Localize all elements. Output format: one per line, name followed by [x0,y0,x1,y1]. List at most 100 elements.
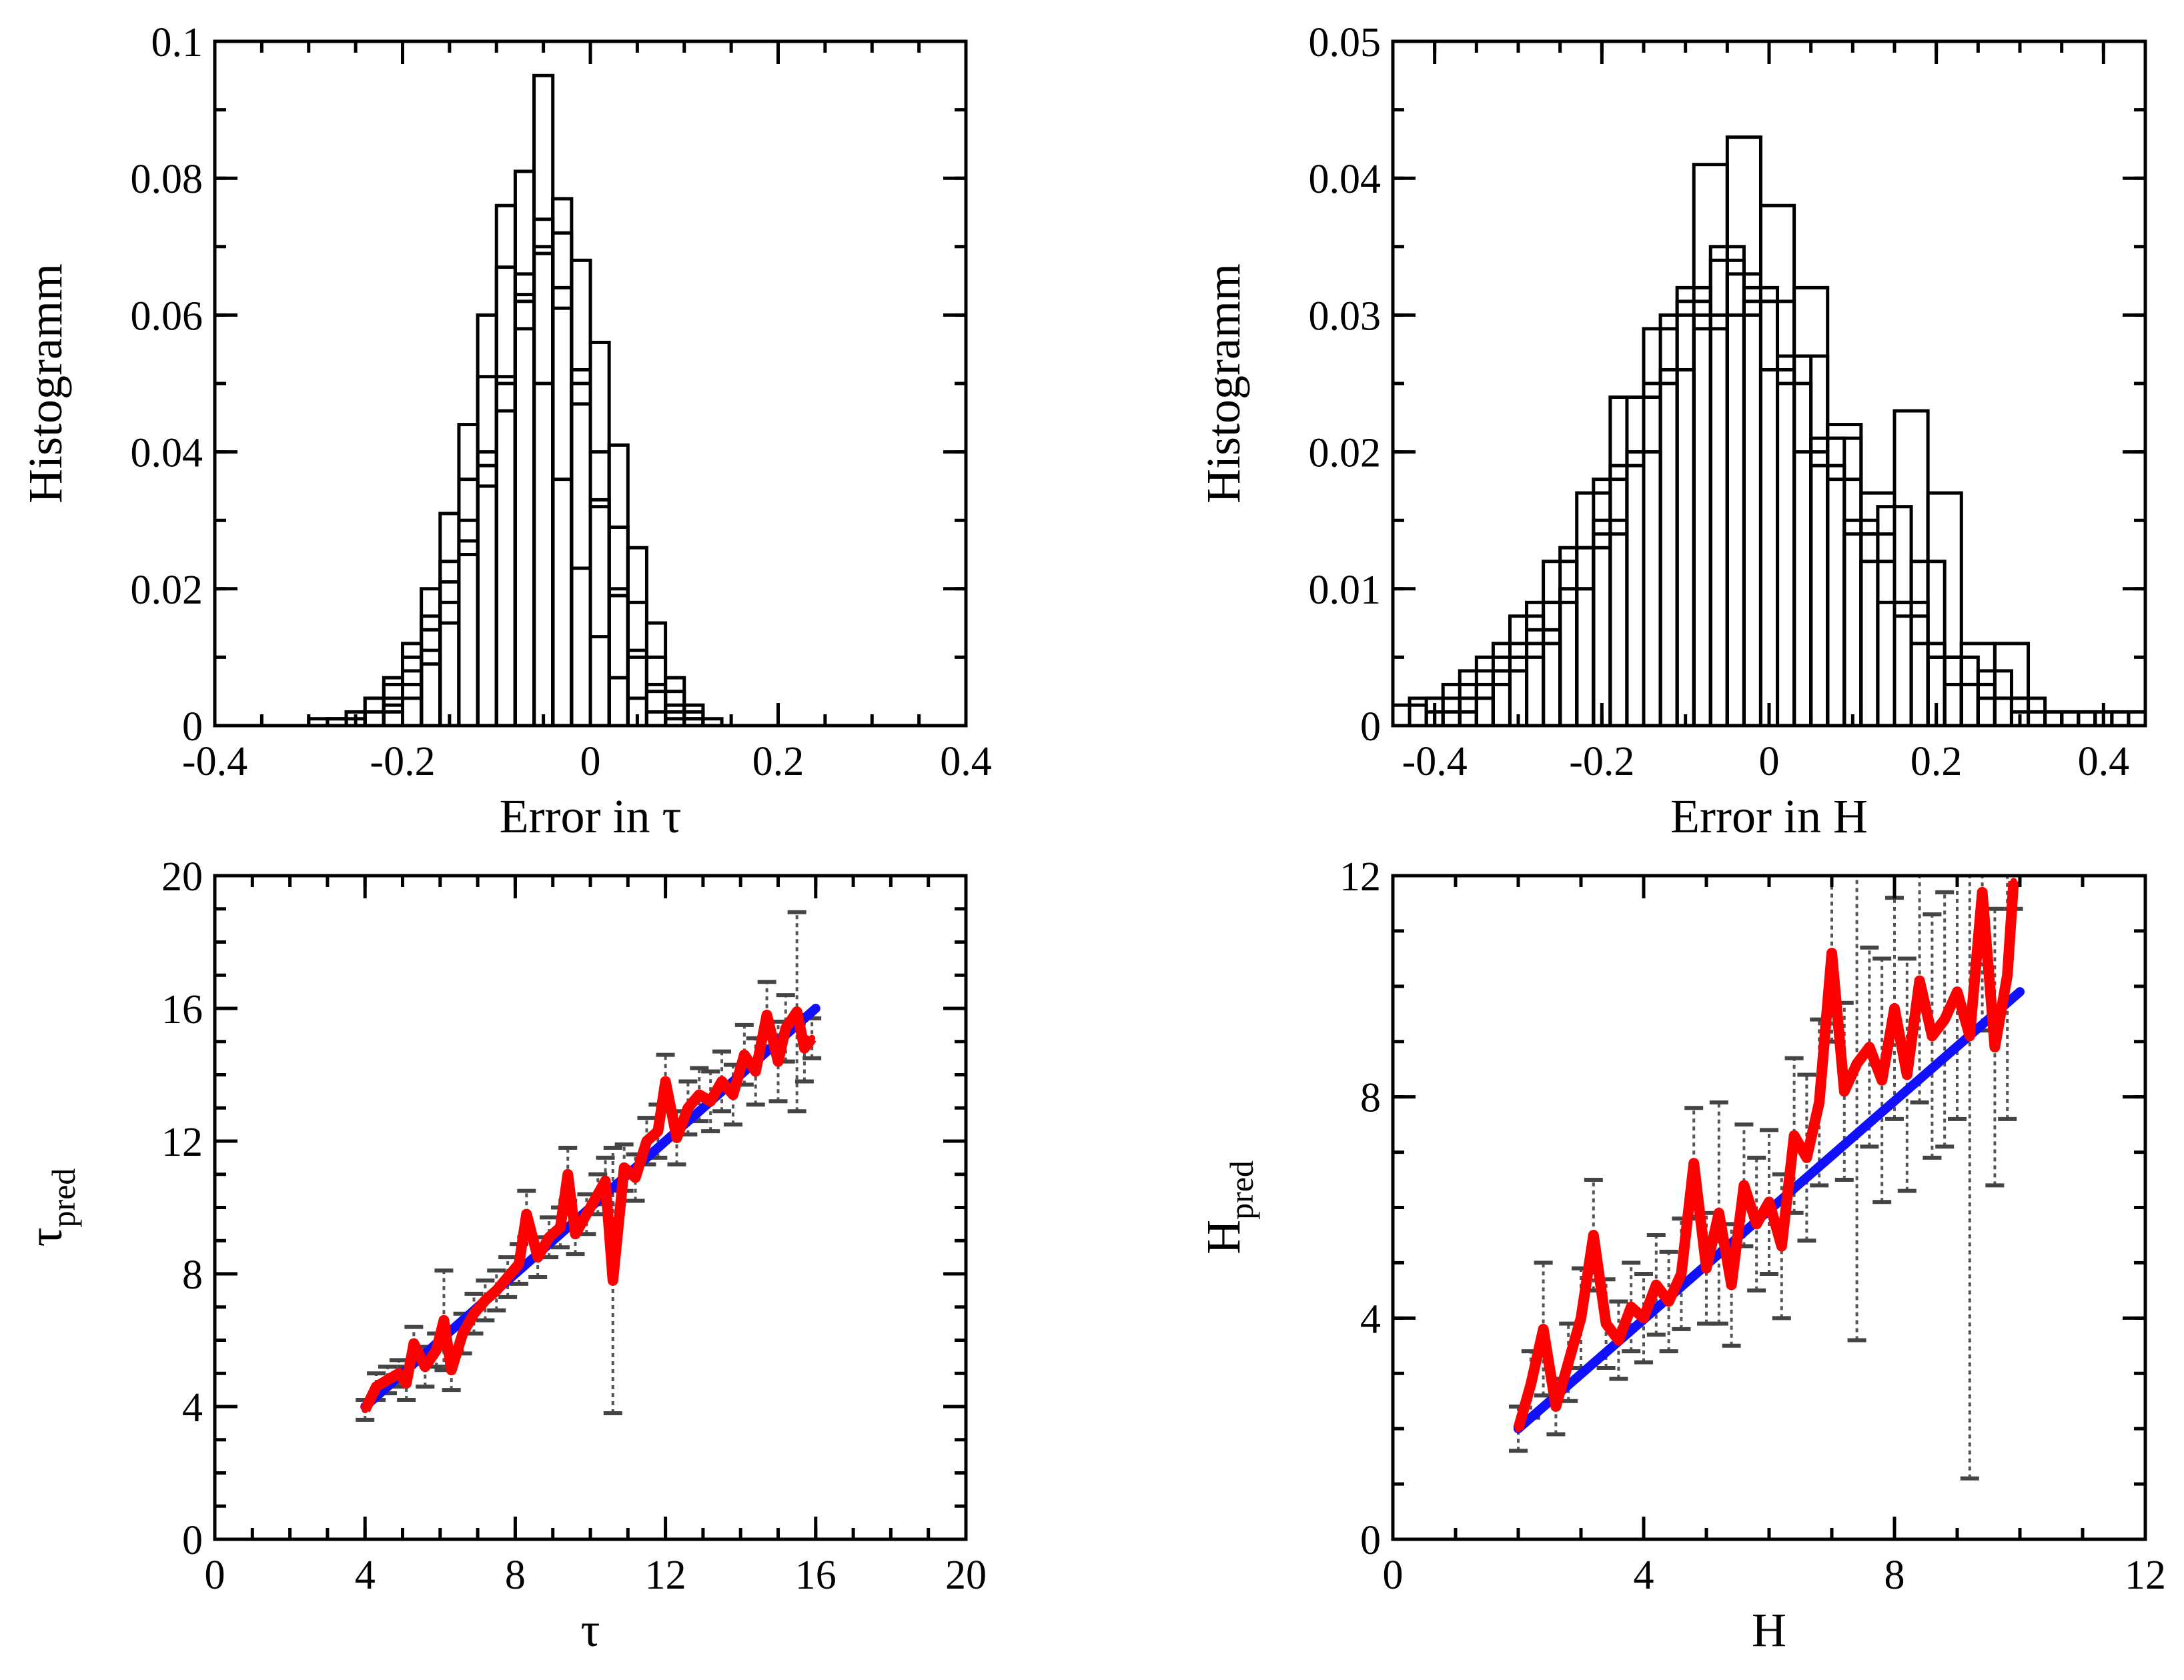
y-tick-label: 16 [161,987,203,1032]
histogram-bar [607,587,630,726]
y-axis-label: τpred [19,1168,82,1247]
data-point [1690,1160,1698,1167]
data-point [620,1164,628,1171]
data-point [1878,1076,1886,1084]
y-tick-label: 0.04 [131,431,203,476]
x-tick-label: 0 [1383,1553,1404,1598]
data-point [493,1287,500,1294]
y-tick-label: 0 [1360,704,1381,750]
x-axis-label: Error in τ [500,790,682,843]
x-tick-label: 4 [355,1553,376,1598]
histogram-bar [588,505,611,726]
y-tick-label: 0.06 [131,293,203,339]
data-point [433,1347,440,1354]
data-point [643,1138,650,1144]
predicted-line [360,1006,816,1413]
y-axis-label-subscript: pred [45,1168,82,1228]
data-point [572,1230,579,1238]
histogram-bar [2127,710,2145,726]
predicted-line [1513,880,2019,1431]
y-tick-label: 0.01 [1309,568,1382,613]
data-point [1715,1209,1722,1216]
histogram-series [344,245,705,726]
histogram-bar [551,306,574,726]
x-tick-label: -0.2 [370,739,435,784]
data-point [564,1170,572,1178]
data-point [1578,1315,1584,1322]
data-point [752,1068,759,1075]
x-tick-label: 16 [795,1553,837,1598]
data-point [1728,1281,1735,1289]
histogram-bar [532,381,555,726]
data-point [594,1190,602,1198]
data-point [1816,1098,1823,1106]
histogram-bar [420,587,442,726]
y-tick-label: 0.04 [1309,157,1382,202]
histogram-series [1458,313,2097,726]
data-point [556,1224,564,1231]
data-point [800,1044,808,1052]
histogram-bar [438,621,461,726]
x-tick-label: -0.4 [182,739,247,784]
histogram-bar [607,676,630,726]
data-point [1979,888,1986,896]
histogram-bar [588,340,611,726]
histogram-bar [457,518,480,726]
data-point [1678,1271,1685,1277]
histogram-bar [607,443,630,726]
data-point [1652,1281,1660,1289]
x-tick-label: 0 [205,1553,225,1598]
y-tick-label: 12 [1339,854,1381,900]
x-tick-label: -0.4 [1402,739,1468,784]
x-tick-label: 0 [580,739,601,784]
data-point [1840,1088,1848,1095]
data-point [718,1078,726,1085]
histogram-bar [401,655,424,726]
histogram-bar [438,600,461,726]
data-point [384,1377,391,1384]
data-point [696,1091,703,1098]
y-tick-label: 0.02 [131,568,203,613]
data-point [440,1317,448,1324]
y-tick-label: 20 [161,854,203,900]
plot-marks [1509,876,2025,1481]
histogram-bar [513,299,536,726]
y-axis-label: Hpred [1197,1160,1260,1254]
data-point [662,1078,669,1085]
histogram-bar [551,285,574,726]
plot-marks [356,910,822,1422]
data-point [1966,1032,1973,1040]
data-point [2004,972,2011,979]
histogram-bar [457,553,480,726]
histogram-bar [494,409,517,726]
x-axis-label: τ [581,1603,600,1657]
x-tick-label: 8 [505,1553,526,1598]
histogram-bar [664,690,686,726]
histogram-bar [551,478,574,726]
data-point [684,1104,692,1112]
data-point [459,1330,466,1337]
data-point [546,1234,553,1241]
histogram-bar [476,450,498,726]
x-axis-label: Error in H [1670,790,1868,843]
data-point [1615,1337,1622,1344]
data-point [422,1363,429,1371]
y-axis-label-subscript: pred [1223,1160,1260,1220]
data-point [410,1340,418,1347]
data-point [448,1367,455,1374]
y-tick-label: 0.05 [1309,20,1382,65]
histogram-bar [664,703,686,726]
data-point [632,1174,639,1181]
plot-marks [307,73,724,726]
data-point [782,1024,789,1032]
data-point [654,1128,662,1135]
data-point [523,1210,530,1218]
y-axis-label-main: τ [19,1227,72,1246]
data-point [1740,1182,1748,1189]
data-point [1778,1242,1785,1250]
histogram-bar [1909,560,1947,726]
data-point [504,1273,512,1281]
histogram-bar [494,375,517,726]
